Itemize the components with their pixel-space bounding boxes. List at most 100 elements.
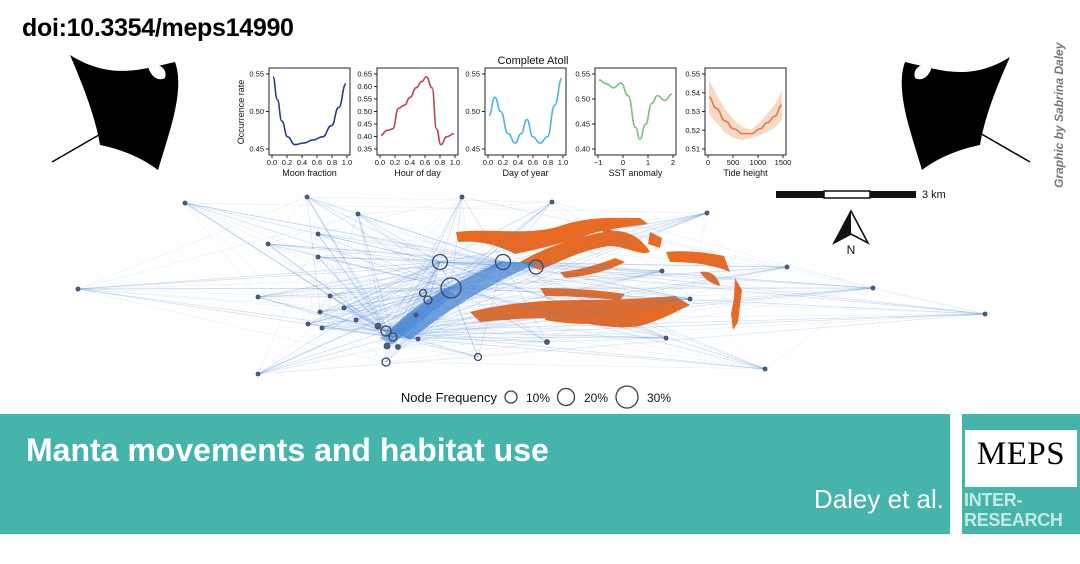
network-edge bbox=[317, 256, 387, 332]
network-node bbox=[663, 335, 669, 341]
legend-circle-10 bbox=[504, 390, 518, 404]
network-edge bbox=[257, 256, 319, 298]
network-edge bbox=[77, 261, 441, 290]
network-edge bbox=[77, 288, 394, 338]
network-edge bbox=[307, 256, 319, 325]
network-edge bbox=[417, 212, 708, 340]
network-edge bbox=[77, 288, 387, 363]
network-edge bbox=[377, 325, 667, 339]
network-edge bbox=[317, 233, 394, 338]
network-edge bbox=[502, 261, 874, 289]
network-edge bbox=[317, 256, 331, 297]
network-edge bbox=[306, 196, 379, 327]
network-edge bbox=[355, 261, 504, 321]
network-edge bbox=[317, 256, 417, 316]
x-tick-label: 0.4 bbox=[297, 158, 307, 167]
network-edge bbox=[257, 261, 441, 298]
network-edge bbox=[321, 327, 394, 338]
network-edge bbox=[257, 233, 319, 375]
network-edge bbox=[257, 292, 424, 375]
network-edge bbox=[317, 212, 708, 258]
network-edge bbox=[502, 261, 766, 370]
x-tick-label: 0.2 bbox=[498, 158, 508, 167]
network-edge bbox=[257, 313, 986, 375]
network-edge bbox=[184, 202, 309, 325]
y-tick-label: 0.53 bbox=[685, 107, 700, 116]
network-edge bbox=[321, 327, 387, 363]
network-node bbox=[395, 344, 401, 350]
x-tick-label: 0.2 bbox=[390, 158, 400, 167]
network-edge bbox=[257, 356, 479, 375]
network-edge bbox=[439, 261, 788, 268]
network-edge bbox=[786, 266, 986, 315]
network-edge bbox=[357, 213, 394, 338]
network-edge bbox=[77, 213, 359, 290]
x-tick-label: 0.6 bbox=[528, 158, 538, 167]
network-edge bbox=[306, 196, 323, 329]
network-edge bbox=[317, 233, 441, 263]
network-edge bbox=[306, 196, 766, 370]
legend-item-10: 10% bbox=[526, 391, 550, 405]
network-edge bbox=[319, 311, 387, 332]
network-edge bbox=[377, 299, 429, 327]
network-edge bbox=[77, 288, 387, 332]
y-tick-label: 0.55 bbox=[249, 70, 264, 79]
y-tick-label: 0.45 bbox=[465, 145, 480, 154]
network-edge bbox=[427, 201, 553, 301]
effect-curve bbox=[380, 75, 455, 146]
network-edge bbox=[317, 233, 479, 358]
network-edge bbox=[306, 196, 548, 343]
publisher-line-2: RESEARCH bbox=[964, 510, 1063, 530]
network-edge bbox=[450, 287, 986, 315]
network-edge bbox=[184, 202, 452, 289]
network-node bbox=[305, 321, 311, 327]
network-edge bbox=[321, 287, 452, 329]
network-edge bbox=[317, 256, 504, 263]
x-tick-label: 0.0 bbox=[375, 158, 385, 167]
network-edge bbox=[329, 295, 691, 300]
y-tick-label: 0.45 bbox=[357, 120, 372, 129]
network-edge bbox=[461, 196, 986, 315]
network-edge bbox=[257, 266, 788, 375]
atoll-map bbox=[456, 217, 742, 330]
network-edge bbox=[439, 261, 986, 315]
network-edge bbox=[343, 261, 441, 309]
network-edge bbox=[321, 213, 359, 329]
effect-curve bbox=[488, 77, 563, 144]
banner-authors: Daley et al. bbox=[813, 484, 944, 514]
x-tick-label: 1.0 bbox=[558, 158, 568, 167]
panel-frame bbox=[376, 67, 459, 156]
network-edge bbox=[392, 212, 708, 338]
network-edge bbox=[77, 288, 345, 309]
network-edge bbox=[439, 261, 548, 343]
x-tick-label: 1000 bbox=[750, 158, 767, 167]
network-node bbox=[659, 268, 665, 274]
network-edge bbox=[385, 361, 766, 370]
network-edge bbox=[343, 287, 452, 309]
network-edge bbox=[307, 287, 452, 325]
panel-frame bbox=[484, 67, 567, 156]
network-edge bbox=[321, 307, 345, 329]
x-tick-label: 2 bbox=[671, 158, 675, 167]
x-tick-label: 0 bbox=[621, 158, 625, 167]
network-edge bbox=[450, 266, 788, 289]
network-edge bbox=[385, 298, 691, 332]
network-edge bbox=[764, 287, 874, 370]
network-edge bbox=[357, 213, 766, 370]
network-edge bbox=[257, 336, 394, 375]
network-edge bbox=[306, 196, 504, 263]
network-edge bbox=[319, 311, 667, 339]
network-edge bbox=[257, 319, 357, 375]
x-tick-label: 0.6 bbox=[420, 158, 430, 167]
network-edge bbox=[397, 270, 663, 348]
network-node bbox=[381, 357, 391, 367]
x-tick-label: 500 bbox=[727, 158, 740, 167]
network-node bbox=[374, 322, 382, 330]
network-edge bbox=[355, 261, 441, 321]
network-edge bbox=[377, 287, 874, 327]
network-node bbox=[383, 342, 391, 350]
network-edge bbox=[477, 313, 986, 358]
x-tick-label: 0 bbox=[706, 158, 710, 167]
network-edge bbox=[355, 287, 452, 321]
network-edge bbox=[551, 201, 874, 289]
